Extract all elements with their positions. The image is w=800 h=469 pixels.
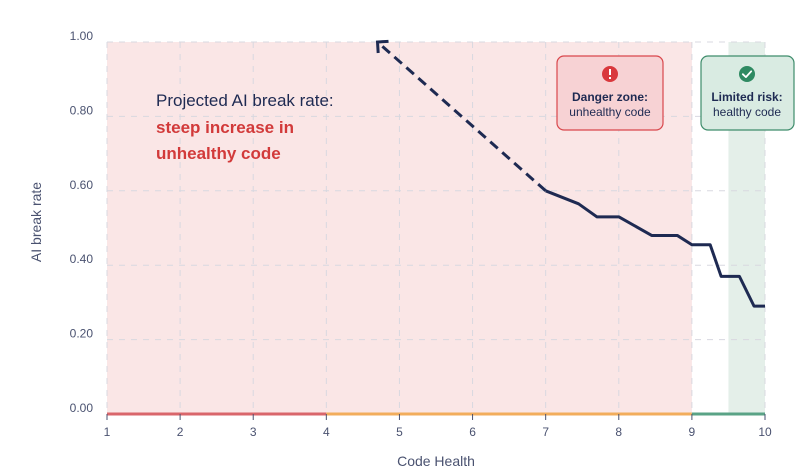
limited-risk-box: Limited risk: healthy code: [700, 55, 795, 131]
y-tick-label: 0.40: [70, 252, 94, 266]
limited-risk-subtitle: healthy code: [713, 105, 781, 119]
headline-annotation: Projected AI break rate: steep increase …: [156, 91, 334, 163]
headline-line-2: steep increase in: [156, 118, 294, 137]
x-tick-label: 7: [542, 425, 549, 439]
headline-line-1: Projected AI break rate:: [156, 91, 334, 110]
x-tick-label: 3: [250, 425, 257, 439]
limited-risk-box-bg: [700, 55, 795, 131]
series: [375, 39, 765, 308]
check-circle-icon: [739, 66, 755, 82]
y-tick-label: 0.60: [70, 178, 94, 192]
danger-zone-subtitle: unhealthy code: [569, 105, 651, 119]
arrow-head-icon: [375, 39, 389, 54]
x-tick-label: 4: [323, 425, 330, 439]
projected-trend-line: [376, 40, 547, 192]
x-tick-labels: 1 2 3 4 5 6 7 8 9 10: [104, 425, 772, 439]
y-tick-label: 0.20: [70, 327, 94, 341]
danger-zone-title: Danger zone:: [572, 90, 648, 104]
y-tick-label: 0.80: [70, 103, 94, 117]
y-axis-title: AI break rate: [28, 182, 44, 262]
warning-icon: [602, 66, 618, 82]
headline-line-3: unhealthy code: [156, 144, 281, 163]
danger-zone-box: Danger zone: unhealthy code: [556, 55, 664, 131]
x-tick-label: 9: [689, 425, 696, 439]
x-tick-label: 5: [396, 425, 403, 439]
x-tick-label: 1: [104, 425, 111, 439]
x-tick-label: 6: [469, 425, 476, 439]
x-tick-label: 10: [758, 425, 772, 439]
limited-risk-title: Limited risk:: [711, 90, 782, 104]
x-axis: [106, 412, 766, 420]
y-tick-label: 0.00: [70, 401, 94, 415]
x-tick-label: 2: [177, 425, 184, 439]
danger-zone-box-bg: [556, 55, 664, 131]
y-tick-label: 1.00: [70, 29, 94, 43]
observed-trend-line: [545, 189, 765, 308]
x-tick-label: 8: [615, 425, 622, 439]
y-tick-labels: 0.00 0.20 0.40 0.60 0.80 1.00: [70, 29, 94, 415]
x-axis-title: Code Health: [397, 453, 475, 469]
